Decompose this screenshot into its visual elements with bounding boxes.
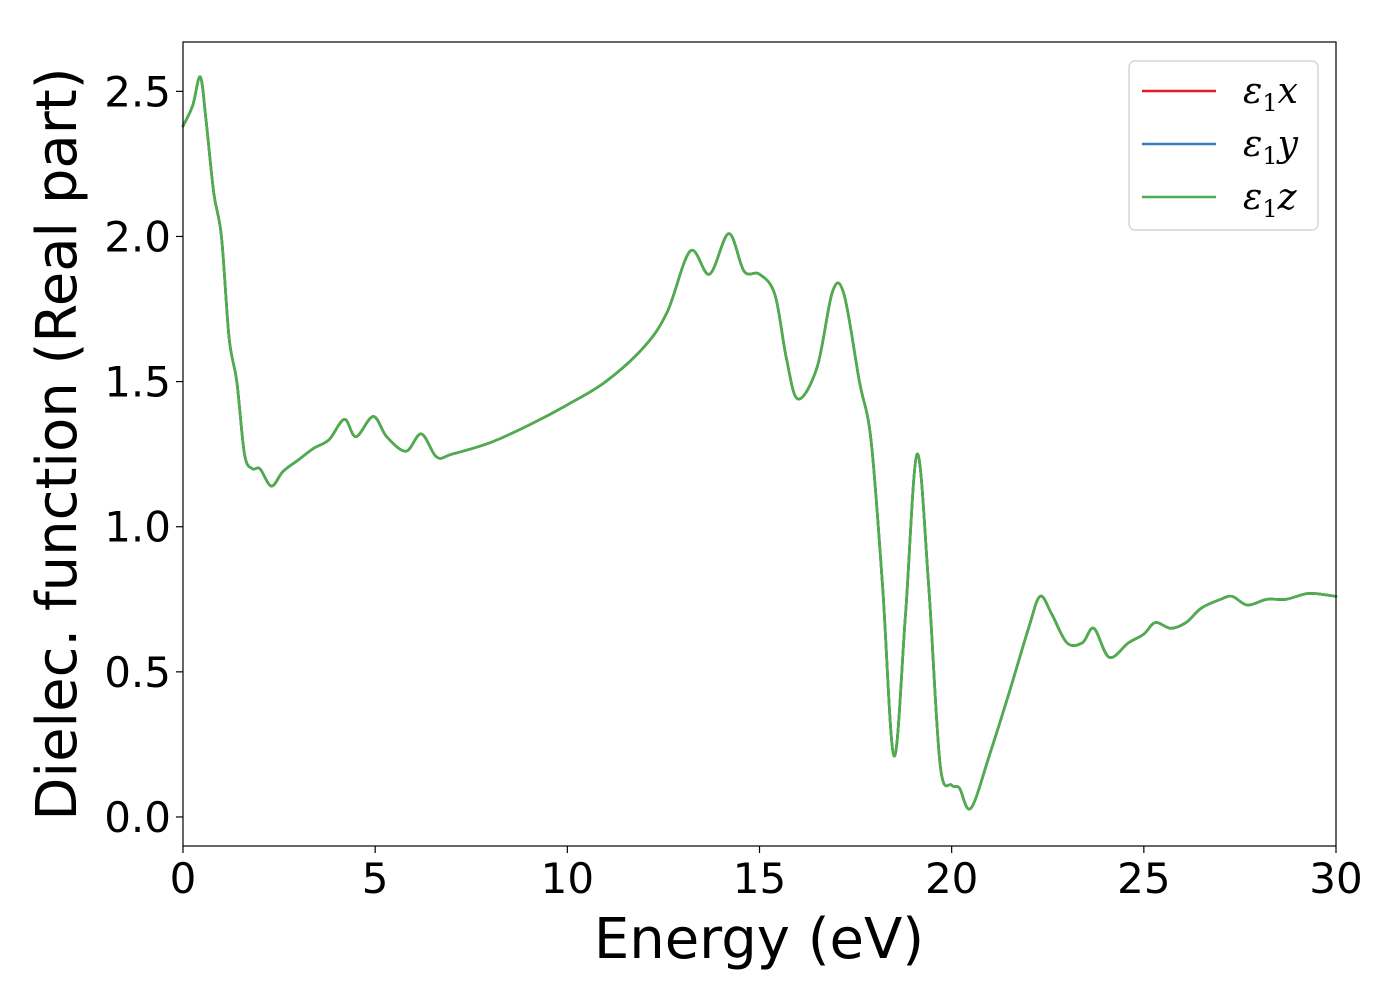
x-tick-label: 10 — [541, 854, 594, 903]
x-tick-label: 0 — [170, 854, 197, 903]
x-tick-label: 15 — [733, 854, 786, 903]
y-tick-label: 2.5 — [104, 67, 171, 116]
x-tick-label: 25 — [1117, 854, 1170, 903]
x-axis-ticks: 0 5 10 15 20 25 30 — [170, 846, 1363, 903]
series-layer — [181, 75, 1338, 811]
legend-box — [1128, 60, 1319, 231]
y-axis-ticks: 0.0 0.5 1.0 1.5 2.0 2.5 — [104, 67, 183, 842]
y-tick-label: 2.0 — [104, 212, 171, 261]
x-axis-label: Energy (eV) — [594, 907, 924, 972]
y-tick-label: 0.0 — [104, 793, 171, 842]
y-tick-label: 1.0 — [104, 503, 171, 552]
legend-entry-label: ε1x — [1243, 71, 1298, 117]
x-tick-label: 20 — [925, 854, 978, 903]
x-tick-label: 5 — [362, 854, 389, 903]
legend: ε1x ε1y ε1z — [1128, 60, 1319, 231]
legend-entry-label: ε1y — [1243, 124, 1299, 170]
legend-entry-label: ε1z — [1243, 177, 1298, 223]
y-tick-label: 1.5 — [104, 358, 171, 407]
x-tick-label: 30 — [1309, 854, 1362, 903]
series-line-e1z — [181, 75, 1338, 811]
y-tick-label: 0.5 — [104, 648, 171, 697]
y-axis-label: Dielec. function (Real part) — [25, 67, 90, 820]
